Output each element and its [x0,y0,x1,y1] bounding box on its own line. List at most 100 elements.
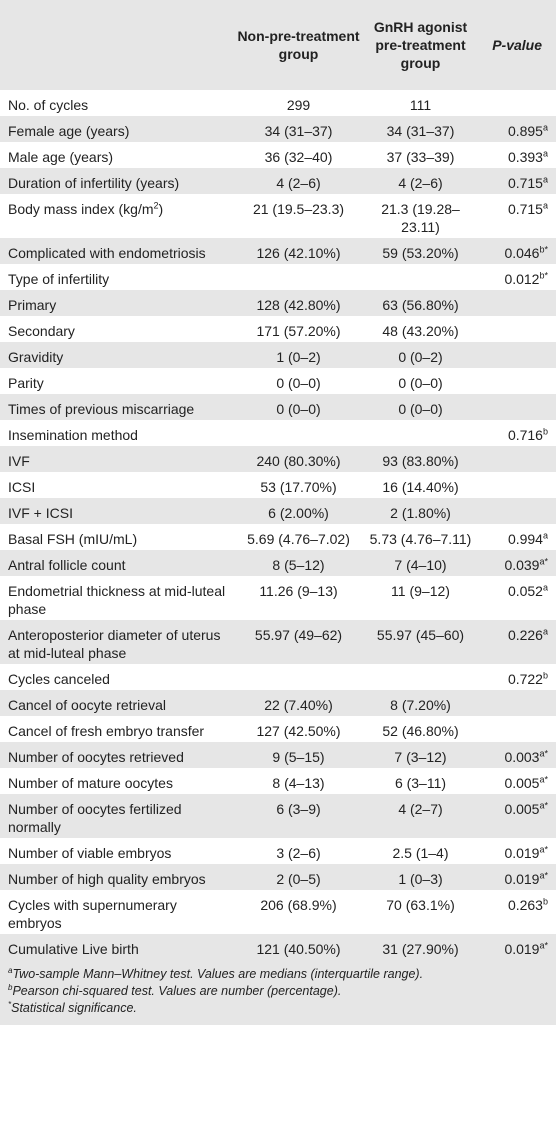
row-label-text: IVF [8,453,30,469]
p-value [476,342,556,368]
table-row: Duration of infertility (years) 4 (2–6) 4 … [0,168,556,194]
non-pre-treatment-value: 121 (40.50%) [256,941,341,957]
p-value: 0.005a* [476,768,556,794]
table-row: IVF + ICSI 6 (2.00%) 2 (1.80%) [0,498,556,524]
row-label: Body mass index (kg/m2) [0,194,232,238]
non-pre-treatment-value: 299 [286,97,311,113]
non-pre-treatment-value: 206 (68.9%) [260,897,337,913]
table-row: Times of previous miscarriage 0 (0–0) 0 (0… [0,394,556,420]
p-value-number: 0.052 [507,583,543,599]
row-label: IVF + ICSI [0,498,232,524]
p-value-number: 0.994 [507,531,543,547]
row-label-text: Female age (years) [8,123,130,139]
non-pre-treatment-value: 5.69 (4.76–7.02) [247,531,350,547]
row-label-text: Number of high quality embryos [8,871,206,887]
p-value-superscript: a* [539,748,548,759]
row-label: Anteroposterior diameter of uterus at mi… [0,620,232,664]
row-label: No. of cycles [0,90,232,116]
p-value: 0.012b* [476,264,556,290]
p-value-number: 0.019 [504,845,540,861]
row-label-text: Body mass index (kg/m [8,201,154,217]
row-label-superscript: 2 [153,200,159,211]
gnrh-pre-treatment-value: 37 (33–39) [386,149,455,165]
row-label: Number of viable embryos [0,838,232,864]
row-label-text: Cycles canceled [8,671,110,687]
p-value-superscript: a* [539,774,548,785]
p-value [476,368,556,394]
row-label-text: Times of previous miscarriage [8,401,195,417]
p-value-superscript: a* [539,870,548,881]
non-pre-treatment-value: 2 (0–5) [276,871,321,887]
table-row: Cancel of oocyte retrieval 22 (7.40%) 8 (7… [0,690,556,716]
table-row: Number of high quality embryos 2 (0–5) 1 (… [0,864,556,890]
p-value: 0.003a* [476,742,556,768]
p-value-superscript: a [542,148,548,159]
p-value-number: 0.715 [507,175,543,191]
non-pre-treatment-value: 53 (17.70%) [260,479,337,495]
p-value: 0.716b [476,420,556,446]
non-pre-treatment-value: 0 (0–0) [276,401,321,417]
p-value-superscript: a* [539,800,548,811]
p-value-superscript: a [542,626,548,637]
p-value-superscript: b [542,670,548,681]
gnrh-pre-treatment-value: 0 (0–0) [398,375,443,391]
table-row: Primary 128 (42.80%) 63 (56.80%) [0,290,556,316]
row-label: Antral follicle count [0,550,232,576]
p-value [476,316,556,342]
p-value-superscript: b [542,896,548,907]
p-value-number: 0.226 [507,627,543,643]
non-pre-treatment-value: 8 (5–12) [272,557,325,573]
row-label: Female age (years) [0,116,232,142]
p-value: 0.052a [476,576,556,620]
gnrh-pre-treatment-value: 52 (46.80%) [382,723,459,739]
header-row: Non-pre-treatment group GnRH agonist pre… [0,0,556,90]
footnote-mark: a [8,965,13,975]
table-body: No. of cycles 299 111 Female age (years) 34 … [0,90,556,960]
table-row: Male age (years) 36 (32–40) 37 (33–39) 0.39… [0,142,556,168]
gnrh-pre-treatment-value: 34 (31–37) [386,123,455,139]
p-value-superscript: a [542,582,548,593]
gnrh-pre-treatment-value [365,264,476,290]
table-row: ICSI 53 (17.70%) 16 (14.40%) [0,472,556,498]
p-value [476,472,556,498]
row-label-text: ICSI [8,479,36,495]
table-row: Endometrial thickness at mid-luteal phas… [0,576,556,620]
p-value-number: 0.715 [507,201,543,217]
p-value-superscript: a* [539,556,548,567]
non-pre-treatment-value: 0 (0–0) [276,375,321,391]
p-value-number: 0.005 [504,775,540,791]
row-label: Complicated with endometriosis [0,238,232,264]
p-value: 0.019a* [476,838,556,864]
table-row: Gravidity 1 (0–2) 0 (0–2) [0,342,556,368]
row-label-text: Male age (years) [8,149,114,165]
row-label: Primary [0,290,232,316]
row-label: Gravidity [0,342,232,368]
p-value: 0.046b* [476,238,556,264]
gnrh-pre-treatment-value: 2.5 (1–4) [392,845,449,861]
table-row: Number of oocytes retrieved 9 (5–15) 7 (3–… [0,742,556,768]
p-value: 0.895a [476,116,556,142]
footnote-mark: b [8,982,13,992]
p-value: 0.005a* [476,794,556,838]
row-label-text: Number of oocytes retrieved [8,749,184,765]
non-pre-treatment-value: 171 (57.20%) [256,323,341,339]
table-row: Parity 0 (0–0) 0 (0–0) [0,368,556,394]
row-label-text: Complicated with endometriosis [8,245,206,261]
p-value: 0.722b [476,664,556,690]
table-row: Number of oocytes fertilized normally 6 (… [0,794,556,838]
non-pre-treatment-value: 240 (80.30%) [256,453,341,469]
p-value [476,716,556,742]
footnote: *Statistical significance. [8,1000,548,1017]
row-label: Duration of infertility (years) [0,168,232,194]
p-value-number: 0.393 [507,149,543,165]
p-value-superscript: a [542,122,548,133]
non-pre-treatment-value: 8 (4–13) [272,775,325,791]
non-pre-treatment-value: 36 (32–40) [264,149,333,165]
row-label-text: Type of infertility [8,271,110,287]
gnrh-pre-treatment-value: 5.73 (4.76–7.11) [369,531,472,547]
row-label-text: Cumulative Live birth [8,941,139,957]
table-row: Number of viable embryos 3 (2–6) 2.5 (1–4)… [0,838,556,864]
footnote-text: Pearson chi-squared test. Values are num… [12,984,342,998]
non-pre-treatment-value: 4 (2–6) [276,175,321,191]
